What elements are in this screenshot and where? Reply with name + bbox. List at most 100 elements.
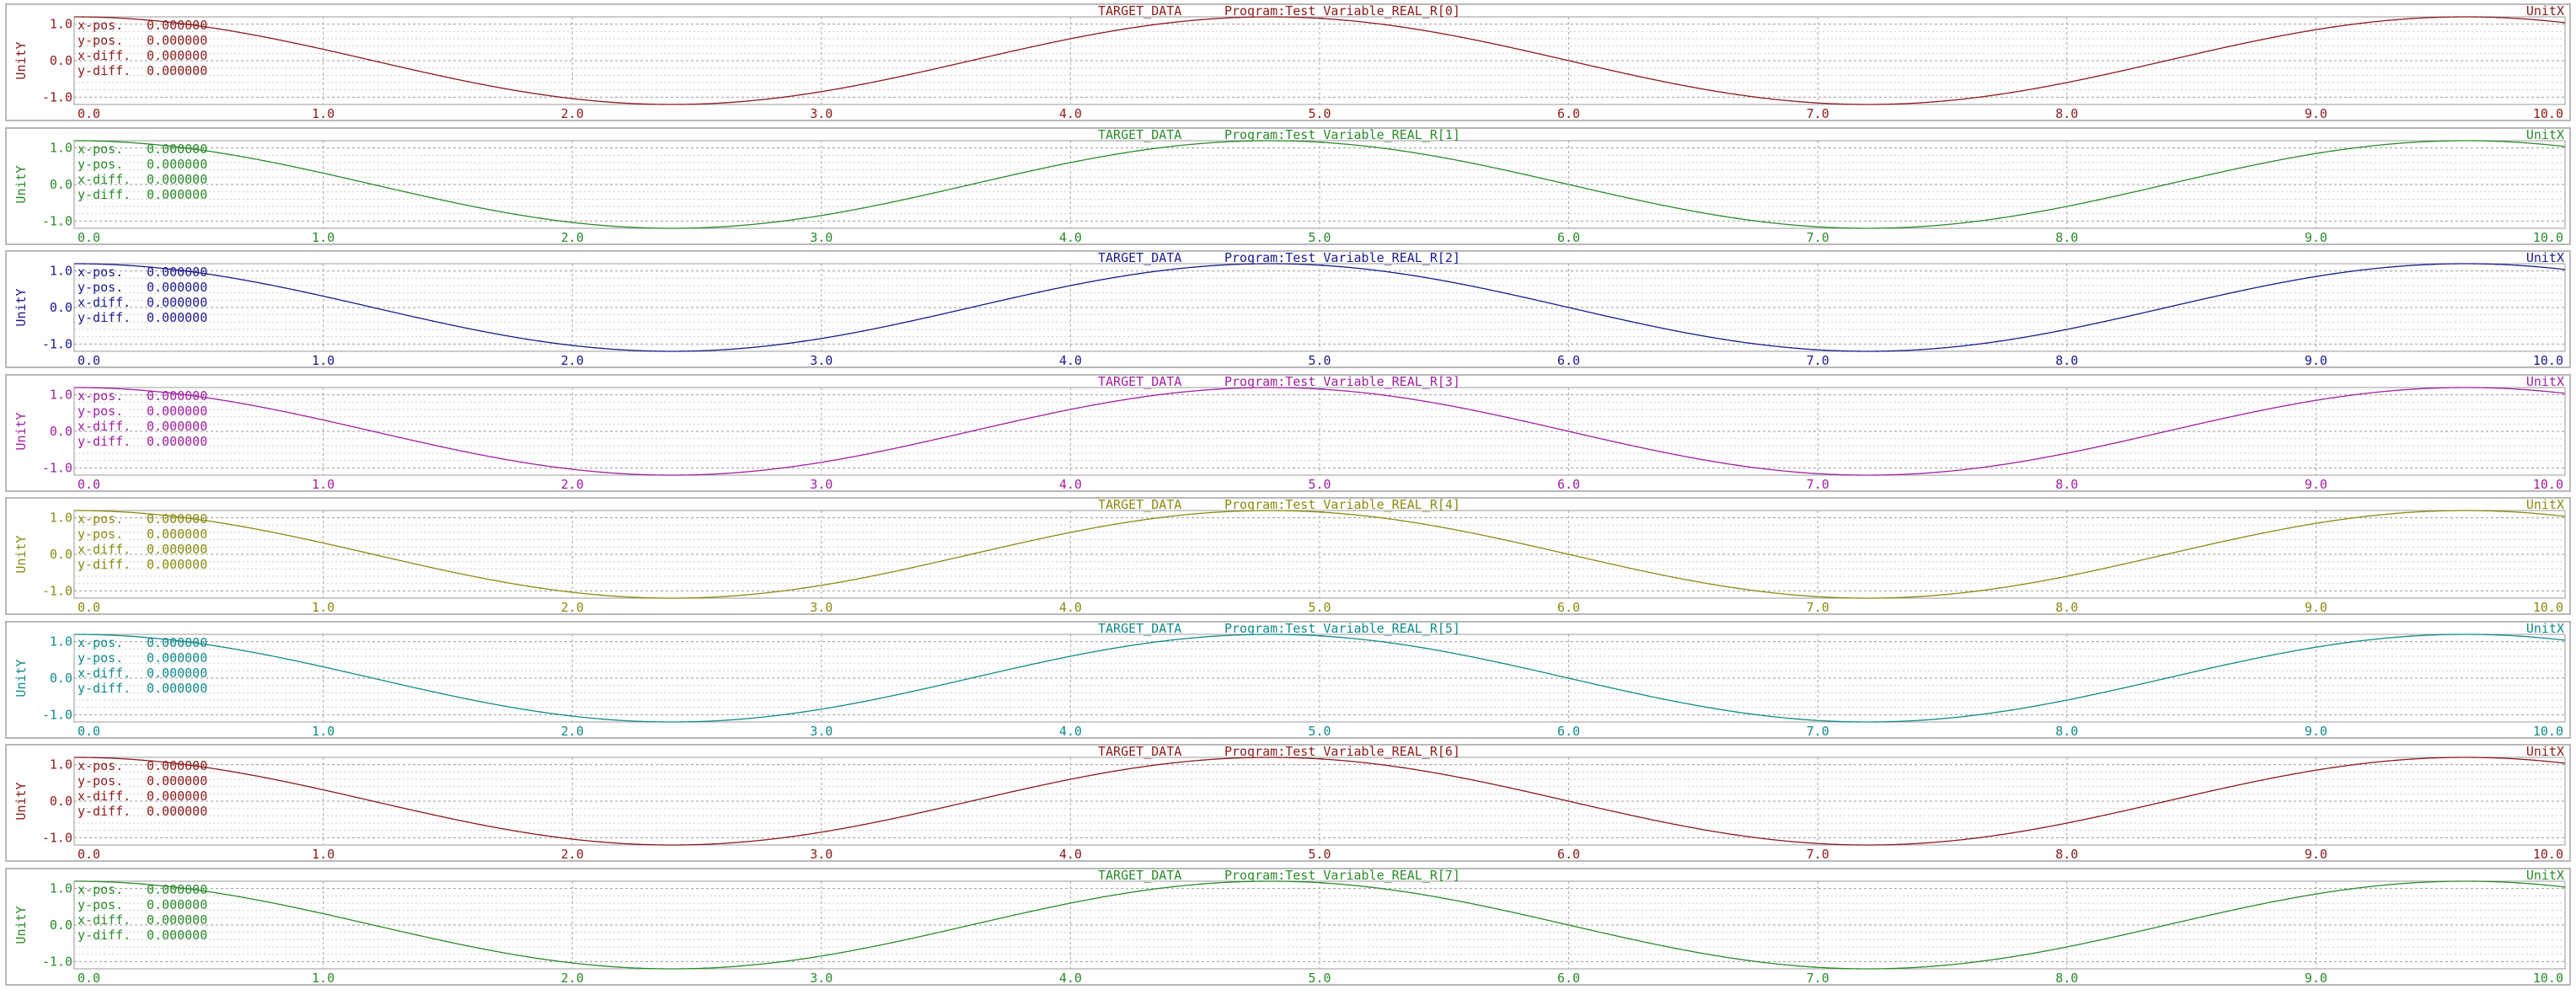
x-tick-label: 7.0 [1807,724,1829,737]
series-line [74,386,2566,476]
readout-label: y-diff. [78,928,131,943]
x-tick-label: 7.0 [1807,230,1829,243]
x-tick-label: 2.0 [561,847,584,860]
trend-panel[interactable]: TARGET_DATA Program:Test_Variable_REAL_R[… [5,3,2571,121]
x-tick-label: 3.0 [810,106,833,120]
readout-label: x-pos. [78,18,123,33]
readout-value: 0.000000 [147,804,207,819]
trend-plot[interactable]: TARGET_DATA Program:Test_Variable_REAL_R[… [7,376,2569,490]
y-tick-label: -1.0 [42,213,72,228]
readout-label: y-diff. [78,804,131,819]
y-tick-label: 1.0 [50,880,72,896]
x-tick-label: 9.0 [2305,477,2327,490]
readout-label: x-diff. [78,419,131,434]
y-tick-label: -1.0 [42,336,72,351]
y-tick-label: -1.0 [42,707,72,722]
y-axis-label: UnitY [13,906,29,944]
y-tick-label: -1.0 [42,89,72,104]
x-tick-label: 5.0 [1308,600,1331,613]
trend-plot[interactable]: TARGET_DATA Program:Test_Variable_REAL_R[… [7,5,2569,120]
y-axis-label: UnitY [13,165,29,203]
x-tick-label: 2.0 [561,600,584,613]
series-line [74,757,2566,846]
x-tick-label: 10.0 [2533,847,2563,860]
trend-plot[interactable]: TARGET_DATA Program:Test_Variable_REAL_R[… [7,499,2569,613]
trend-panel[interactable]: TARGET_DATA Program:Test_Variable_REAL_R[… [5,497,2571,615]
trend-plot[interactable]: TARGET_DATA Program:Test_Variable_REAL_R[… [7,623,2569,737]
trend-panel[interactable]: TARGET_DATA Program:Test_Variable_REAL_R[… [5,126,2571,245]
x-tick-label: 1.0 [312,847,335,860]
x-tick-label: 5.0 [1308,477,1331,490]
x-tick-label: 9.0 [2305,971,2327,984]
x-tick-label: 10.0 [2533,106,2563,120]
x-axis-label: UnitX [2526,129,2564,142]
trend-variable-label: Program:Test_Variable_REAL_R[4] [1224,499,1460,512]
y-tick-label: -1.0 [42,460,72,475]
readout-value: 0.000000 [147,666,207,681]
x-tick-label: 2.0 [561,353,584,366]
readout-value: 0.000000 [147,404,207,419]
x-tick-label: 8.0 [2055,230,2078,243]
y-tick-label: 0.0 [50,671,72,686]
x-tick-label: 8.0 [2055,600,2078,613]
x-tick-label: 4.0 [1059,600,1082,613]
readout-value: 0.000000 [147,789,207,804]
trend-plot[interactable]: TARGET_DATA Program:Test_Variable_REAL_R[… [7,869,2569,984]
x-tick-label: 1.0 [312,724,335,737]
x-axis-label: UnitX [2526,623,2564,636]
x-tick-label: 7.0 [1807,847,1829,860]
x-tick-label: 10.0 [2533,477,2563,490]
x-tick-label: 4.0 [1059,971,1082,984]
x-tick-label: 10.0 [2533,724,2563,737]
x-tick-label: 8.0 [2055,106,2078,120]
x-tick-label: 2.0 [561,477,584,490]
readout-label: y-pos. [78,280,123,295]
readout-label: y-pos. [78,650,123,666]
x-tick-label: 8.0 [2055,724,2078,737]
x-tick-label: 4.0 [1059,847,1082,860]
x-tick-label: 5.0 [1308,971,1331,984]
readout-value: 0.000000 [147,928,207,943]
readout-label: y-pos. [78,773,123,789]
trend-variable-label: Program:Test_Variable_REAL_R[0] [1224,5,1460,19]
readout-value: 0.000000 [147,265,207,280]
trend-plot[interactable]: TARGET_DATA Program:Test_Variable_REAL_R[… [7,746,2569,860]
trend-panel[interactable]: TARGET_DATA Program:Test_Variable_REAL_R[… [5,373,2571,492]
y-tick-label: 0.0 [50,300,72,315]
y-axis-label: UnitY [13,782,29,820]
readout-label: x-pos. [78,511,123,527]
x-tick-label: 9.0 [2305,106,2327,120]
readout-value: 0.000000 [147,635,207,650]
readout-label: y-diff. [78,187,131,202]
x-tick-label: 6.0 [1557,230,1580,243]
readout-label: y-pos. [78,157,123,172]
trend-panel[interactable]: TARGET_DATA Program:Test_Variable_REAL_R[… [5,620,2571,739]
y-tick-label: 1.0 [50,264,72,279]
series-line [74,633,2566,723]
readout-value: 0.000000 [147,295,207,310]
trend-panel[interactable]: TARGET_DATA Program:Test_Variable_REAL_R[… [5,744,2571,862]
readout-label: x-pos. [78,265,123,280]
y-axis-label: UnitY [13,41,29,79]
trend-source-label: TARGET_DATA [1098,623,1181,636]
trend-panel[interactable]: TARGET_DATA Program:Test_Variable_REAL_R[… [5,250,2571,368]
x-tick-label: 1.0 [312,106,335,120]
x-tick-label: 0.0 [78,477,100,490]
x-tick-label: 10.0 [2533,353,2563,366]
x-tick-label: 3.0 [810,724,833,737]
x-tick-label: 10.0 [2533,971,2563,984]
trend-panel[interactable]: TARGET_DATA Program:Test_Variable_REAL_R[… [5,867,2571,986]
y-tick-label: 0.0 [50,53,72,68]
readout-label: y-pos. [78,404,123,419]
x-tick-label: 0.0 [78,230,100,243]
readout-value: 0.000000 [147,142,207,157]
x-axis-label: UnitX [2526,5,2564,19]
readout-label: y-diff. [78,63,131,78]
y-tick-label: 0.0 [50,917,72,933]
trend-plot[interactable]: TARGET_DATA Program:Test_Variable_REAL_R[… [7,129,2569,243]
readout-label: y-pos. [78,33,123,48]
readout-label: y-diff. [78,557,131,572]
y-tick-label: 0.0 [50,177,72,192]
trend-plot[interactable]: TARGET_DATA Program:Test_Variable_REAL_R[… [7,252,2569,366]
